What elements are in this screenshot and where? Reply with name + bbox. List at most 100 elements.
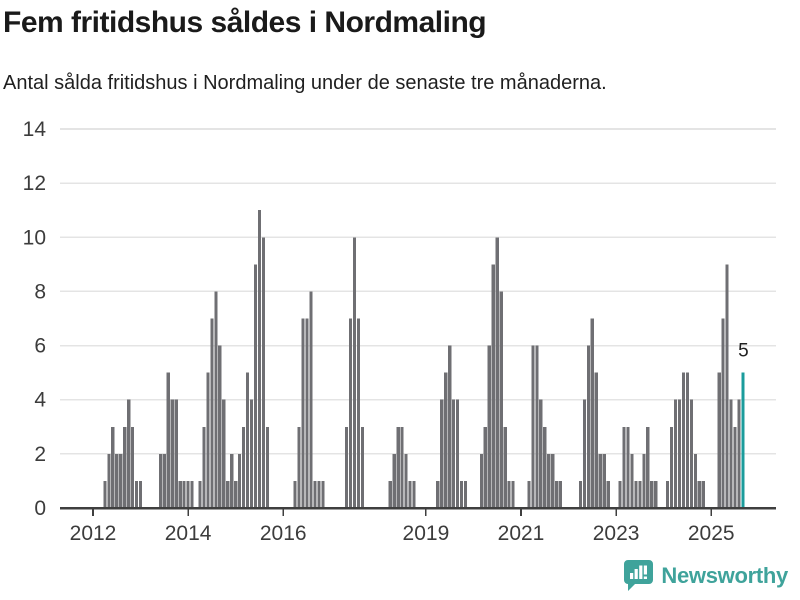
gridline: [60, 453, 776, 455]
bar: [178, 480, 182, 508]
bar: [555, 480, 559, 508]
bar: [210, 318, 214, 508]
highlighted-bar: [741, 372, 745, 508]
bar: [127, 399, 131, 508]
x-tick-label: 2025: [688, 522, 735, 545]
x-tick: [187, 509, 189, 516]
bar-chart: 0 2 4 6 8 10 12 14 2012 2014 2016 2019 2021 2023 2025 5: [23, 118, 776, 545]
y-tick-label: 0: [34, 497, 46, 520]
bar: [499, 291, 503, 508]
bar: [511, 480, 515, 508]
bar: [495, 237, 499, 509]
y-tick-label: 14: [23, 118, 47, 141]
bar: [701, 480, 705, 508]
bar: [543, 426, 547, 508]
bar: [131, 426, 135, 508]
x-tick: [710, 509, 713, 516]
bar: [507, 480, 511, 508]
bar: [642, 453, 646, 508]
bar: [392, 453, 396, 508]
x-tick-label: 2012: [70, 522, 117, 545]
x-tick-label: 2023: [593, 522, 640, 545]
bar: [238, 453, 242, 508]
bar: [119, 453, 123, 508]
bar: [725, 264, 729, 508]
bar: [186, 480, 190, 508]
bar: [673, 399, 678, 508]
bar: [590, 318, 594, 508]
bar: [166, 372, 170, 508]
bar: [586, 345, 590, 508]
gridline: [60, 128, 776, 130]
bar: [352, 237, 357, 509]
x-tick: [425, 509, 427, 516]
bar: [293, 480, 297, 508]
x-axis: [60, 507, 776, 510]
bar: [138, 480, 143, 508]
bar: [388, 480, 392, 508]
y-tick-label: 6: [34, 335, 46, 358]
y-tick-label: 2: [34, 443, 46, 466]
bar: [313, 480, 317, 508]
bar: [539, 399, 543, 508]
bar: [547, 453, 551, 508]
page-title: Fem fritidshus såldes i Nordmaling: [3, 6, 487, 39]
bar: [265, 426, 269, 508]
logo-text: Newsworthy: [661, 562, 788, 588]
bar: [412, 480, 416, 508]
bar: [158, 453, 162, 508]
gridline: [60, 344, 776, 347]
bar: [222, 399, 226, 508]
bar: [345, 426, 349, 508]
bar: [669, 426, 674, 508]
bar: [396, 426, 400, 508]
bar: [162, 453, 166, 508]
bar: [170, 399, 174, 508]
bar: [594, 372, 598, 508]
bar: [598, 453, 602, 508]
bar: [606, 480, 610, 508]
bar: [218, 345, 222, 508]
y-tick-label: 8: [34, 280, 46, 303]
bar: [463, 480, 468, 508]
bar: [685, 372, 690, 508]
bar: [234, 480, 238, 508]
bar: [483, 426, 487, 508]
bar: [634, 480, 638, 508]
bar: [297, 426, 301, 508]
bar: [491, 264, 495, 508]
gridline: [60, 290, 776, 293]
x-tick: [92, 509, 94, 516]
bar: [630, 453, 634, 508]
chart-subtitle: Antal sålda fritidshus i Nordmaling unde…: [3, 72, 607, 94]
bar: [182, 480, 186, 508]
bar: [440, 399, 444, 508]
bar: [503, 426, 507, 508]
bar: [206, 372, 210, 508]
bar: [729, 399, 733, 508]
highlight-value-label: 5: [738, 341, 749, 362]
bar: [111, 426, 115, 508]
bar: [582, 399, 587, 508]
bar: [527, 480, 531, 508]
gridline: [60, 236, 776, 239]
bar: [455, 399, 460, 508]
bar: [535, 345, 539, 508]
bar: [618, 480, 622, 508]
bar: [190, 480, 194, 508]
bar: [487, 345, 491, 508]
bar: [348, 318, 353, 508]
bar: [578, 480, 583, 508]
bar: [360, 426, 365, 508]
x-tick-label: 2016: [260, 522, 307, 545]
bar: [551, 453, 555, 508]
bar: [134, 480, 139, 508]
bar: [531, 345, 535, 508]
bar: [654, 480, 658, 508]
bar: [448, 345, 452, 508]
bar: [733, 426, 737, 508]
bar: [241, 426, 246, 508]
bar: [689, 399, 694, 508]
bar: [305, 318, 309, 508]
